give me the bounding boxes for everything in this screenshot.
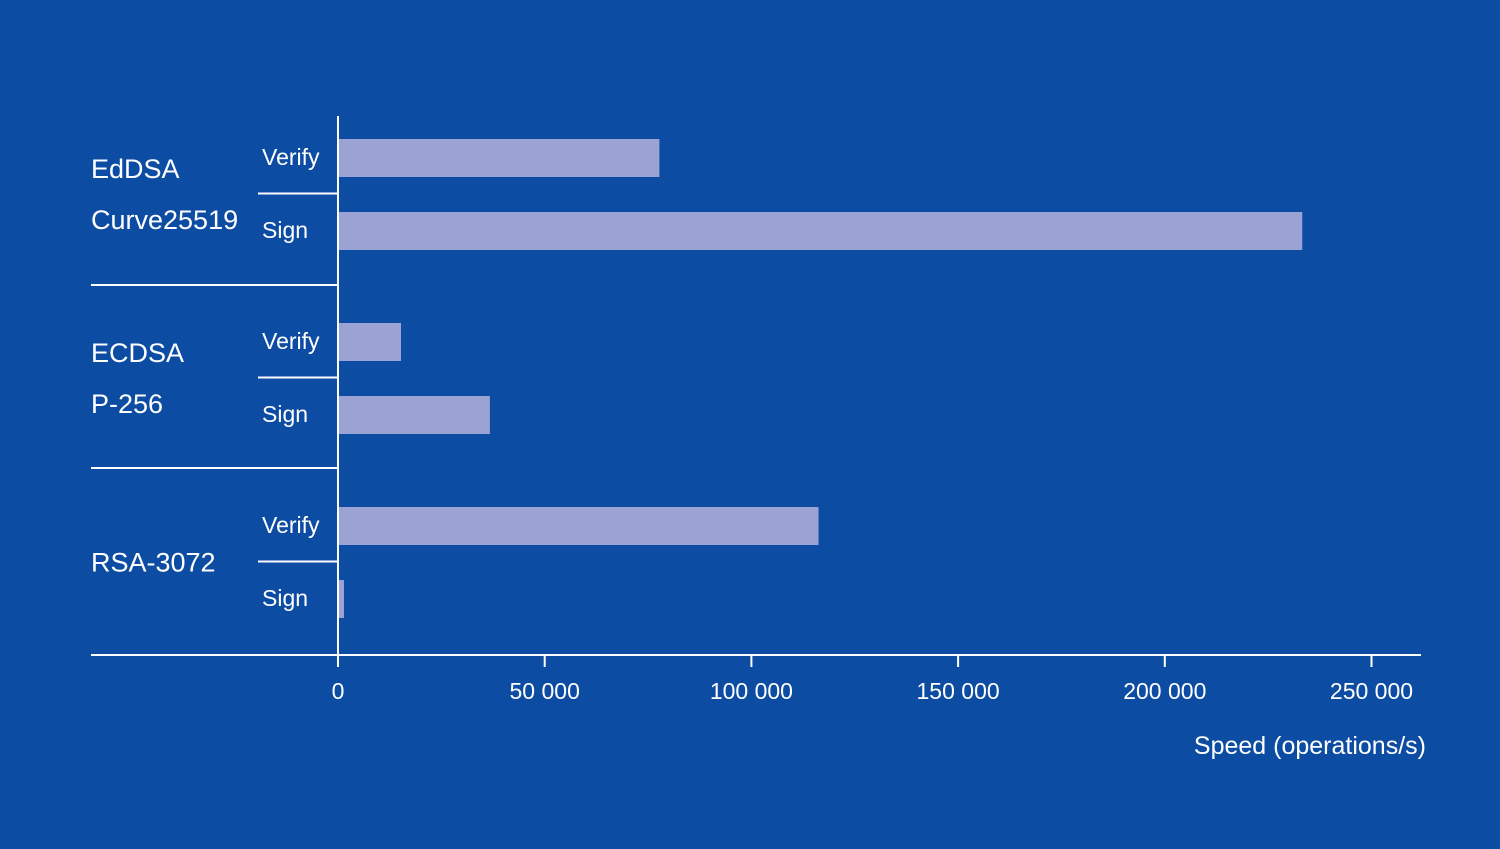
group-label: P-256 <box>91 389 163 419</box>
bar-label: Verify <box>262 328 320 354</box>
x-axis-title: Speed (operations/s) <box>1194 732 1426 760</box>
bar-sign <box>339 212 1303 250</box>
group-label: RSA-3072 <box>91 548 216 578</box>
group-label: Curve25519 <box>91 205 238 235</box>
x-ticks: 0 50 000 100 000 150 000 200 000 250 000 <box>332 655 1413 704</box>
x-tick-label: 100 000 <box>710 678 793 704</box>
bar-label: Verify <box>262 144 320 170</box>
x-tick-label: 0 <box>332 678 345 704</box>
x-tick-label: 250 000 <box>1330 678 1413 704</box>
separators <box>91 192 338 563</box>
bar-label: Verify <box>262 512 320 538</box>
group-label: ECDSA <box>91 338 184 368</box>
bar-sign <box>339 396 490 434</box>
x-axis <box>91 116 1421 656</box>
bar-verify <box>339 139 660 177</box>
x-tick-label: 200 000 <box>1123 678 1206 704</box>
group-label: EdDSA <box>91 154 180 184</box>
category-labels: EdDSA Curve25519 Verify Sign ECDSA P-256 Verif… <box>91 144 320 611</box>
bar-label: Sign <box>262 401 308 427</box>
x-tick-label: 50 000 <box>510 678 580 704</box>
bars <box>339 139 1303 618</box>
bar-sign <box>339 580 344 618</box>
bar-verify <box>339 507 819 545</box>
bar-label: Sign <box>262 585 308 611</box>
bar-label: Sign <box>262 217 308 243</box>
x-tick-label: 150 000 <box>917 678 1000 704</box>
bar-verify <box>339 323 402 361</box>
